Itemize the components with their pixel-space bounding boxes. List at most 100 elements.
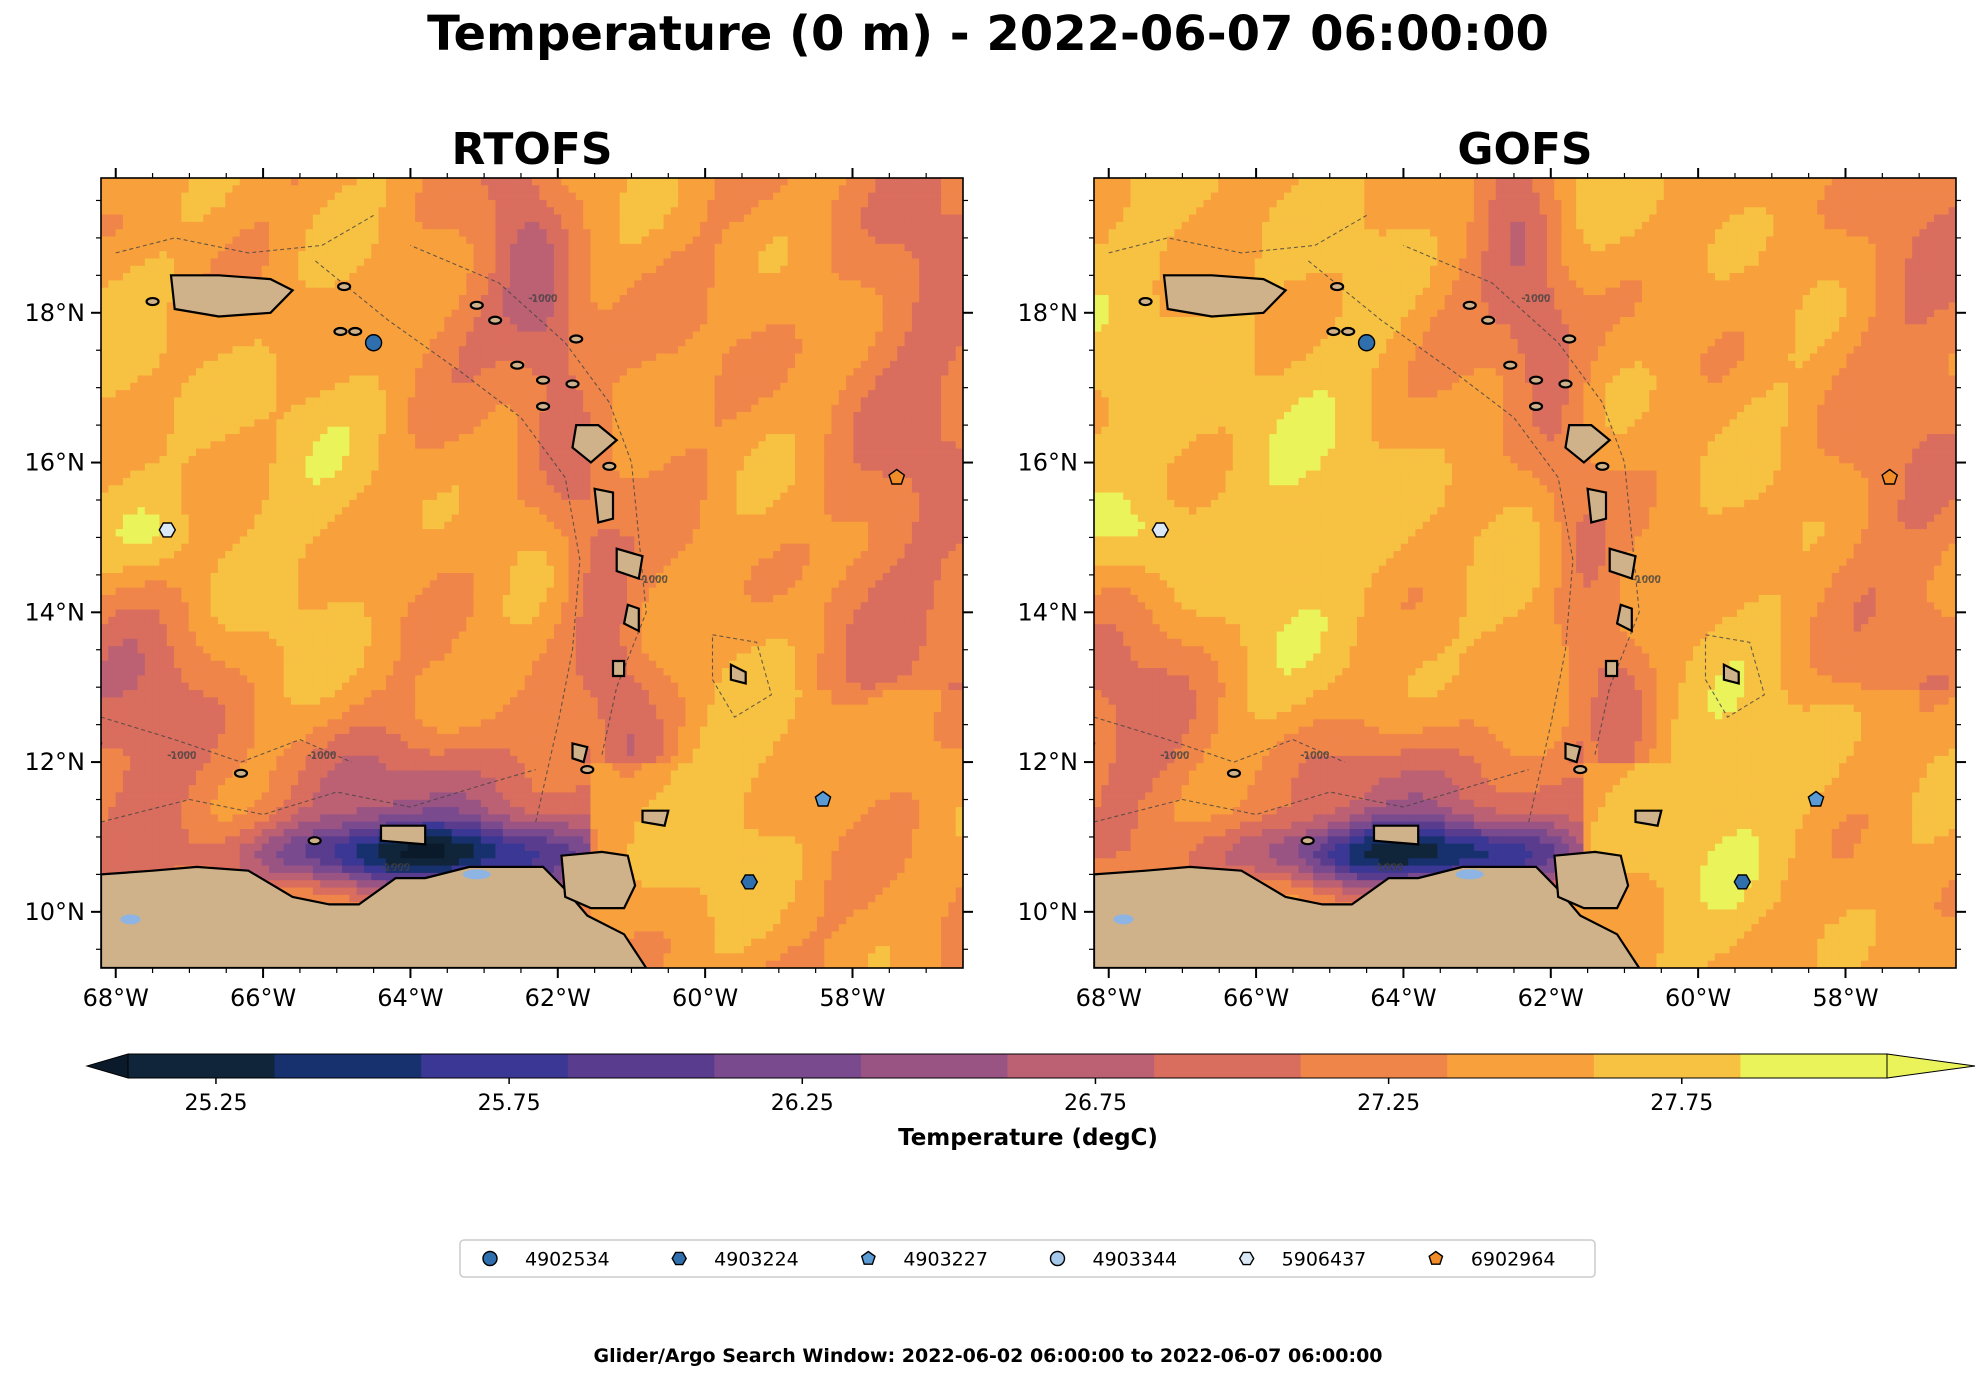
colorbar-bin <box>1447 1054 1595 1078</box>
bathymetry-label: -1000 <box>381 863 410 874</box>
colorbar-bin <box>714 1054 862 1078</box>
small-island <box>307 836 322 846</box>
land-puertorico <box>1162 274 1288 318</box>
legend-marker-5906437 <box>1238 1251 1255 1266</box>
float-4903224 <box>740 874 759 890</box>
bathymetry-label: -1000 <box>1160 750 1189 761</box>
colorbar: 25.25 25.75 26.25 26.75 27.25 27.75 <box>85 1053 1976 1116</box>
lakes <box>120 869 491 925</box>
bathymetry-label: -1000 <box>167 750 196 761</box>
colorbar-bin <box>1593 1054 1741 1078</box>
panel-title-gofs: GOFS <box>1457 124 1592 175</box>
land-guadeloupe <box>571 424 619 464</box>
bathymetry-label: -1000 <box>528 294 557 305</box>
small-island <box>233 768 249 778</box>
small-island <box>1503 360 1518 370</box>
land-venezuela <box>1094 865 1641 968</box>
small-island <box>1573 764 1588 775</box>
axis-ticks <box>1084 168 1966 978</box>
float-markers <box>1151 334 1899 890</box>
x-tick-label: 58°W <box>819 984 885 1012</box>
float-4903227 <box>1807 790 1825 807</box>
small-island <box>145 296 160 307</box>
lake <box>462 869 491 880</box>
bathymetry-label: -1000 <box>1300 750 1329 761</box>
small-island <box>1341 326 1356 337</box>
small-island <box>1330 281 1345 292</box>
colorbar-under-extension <box>85 1053 129 1079</box>
colorbar-tick-label: 27.75 <box>1650 1091 1713 1116</box>
legend-marker-4902534 <box>482 1250 498 1267</box>
land-trinidad <box>1553 850 1630 910</box>
land-margarita <box>1372 824 1420 846</box>
legend-label: 4903224 <box>714 1249 799 1271</box>
y-tick-label: 12°N <box>1018 748 1079 776</box>
x-tick-label: 68°W <box>1076 984 1142 1012</box>
land <box>1094 274 1740 968</box>
legend-frame <box>459 1239 1596 1278</box>
colorbar-bin <box>1154 1054 1302 1078</box>
small-island <box>333 326 348 337</box>
x-tick-label: 66°W <box>1223 984 1289 1012</box>
land-bonaire <box>101 742 103 748</box>
float-4902534 <box>364 334 383 352</box>
colorbar-frame <box>127 1053 1888 1079</box>
small-island <box>469 300 484 310</box>
land-tobago <box>641 809 670 827</box>
land-dominica <box>1586 487 1608 524</box>
colorbar-bin <box>1740 1054 1888 1078</box>
y-tick-label: 18°N <box>25 299 86 327</box>
colorbar-label: Temperature (degC) <box>898 1125 1158 1151</box>
colorbar-over-extension <box>1886 1053 1976 1079</box>
legend-marker-4903227 <box>860 1250 876 1265</box>
colorbar-tick-label: 27.25 <box>1357 1091 1420 1116</box>
small-island <box>1562 334 1577 344</box>
colorbar-tick-label: 26.25 <box>771 1091 834 1116</box>
x-tick-label: 64°W <box>377 984 443 1012</box>
colorbar-bin <box>860 1054 1008 1078</box>
land-stvincent <box>611 659 626 678</box>
small-island <box>1226 768 1242 778</box>
land-martinique <box>615 547 644 581</box>
lake <box>1455 869 1484 880</box>
small-island <box>535 401 551 411</box>
legend-label: 5906437 <box>1282 1249 1367 1271</box>
land-grenada <box>571 741 589 764</box>
colorbar-tick-label: 25.25 <box>184 1091 247 1116</box>
colorbar-bin <box>421 1054 569 1078</box>
x-tick-label: 62°W <box>525 984 591 1012</box>
x-tick-label: 62°W <box>1518 984 1584 1012</box>
land-stvincent <box>1604 659 1619 678</box>
small-island <box>602 461 617 471</box>
land-margarita <box>379 824 427 846</box>
bathymetry-label: -1000 <box>307 750 336 761</box>
small-island <box>580 764 595 775</box>
y-tick-label: 10°N <box>25 898 86 926</box>
land-stlucia <box>622 603 640 633</box>
land-barbados <box>729 662 747 685</box>
small-island <box>565 379 580 389</box>
land-martinique <box>1608 547 1637 581</box>
colorbar-bin <box>1007 1054 1155 1078</box>
x-tick-label: 68°W <box>83 984 149 1012</box>
land-venezuela <box>101 865 648 968</box>
float-6902964 <box>1881 468 1899 485</box>
float-4903224 <box>1733 874 1752 890</box>
x-tick-label: 66°W <box>230 984 296 1012</box>
land-bonaire <box>1094 742 1096 748</box>
small-island <box>1300 836 1315 846</box>
small-island <box>1558 379 1573 389</box>
float-4902534 <box>1357 334 1376 352</box>
axes-frame <box>100 177 964 969</box>
small-island <box>535 375 551 385</box>
small-island <box>348 326 363 337</box>
land <box>101 274 747 968</box>
legend-marker-4903344 <box>1049 1250 1066 1267</box>
small-island <box>569 334 584 344</box>
land-guadeloupe <box>1564 424 1612 464</box>
float-legend: 4902534 4903224 4903227 4903344 5906437 69029… <box>459 1239 1596 1278</box>
small-island <box>1462 300 1477 310</box>
x-tick-label: 64°W <box>1370 984 1436 1012</box>
colorbar-tick-label: 25.75 <box>478 1091 541 1116</box>
